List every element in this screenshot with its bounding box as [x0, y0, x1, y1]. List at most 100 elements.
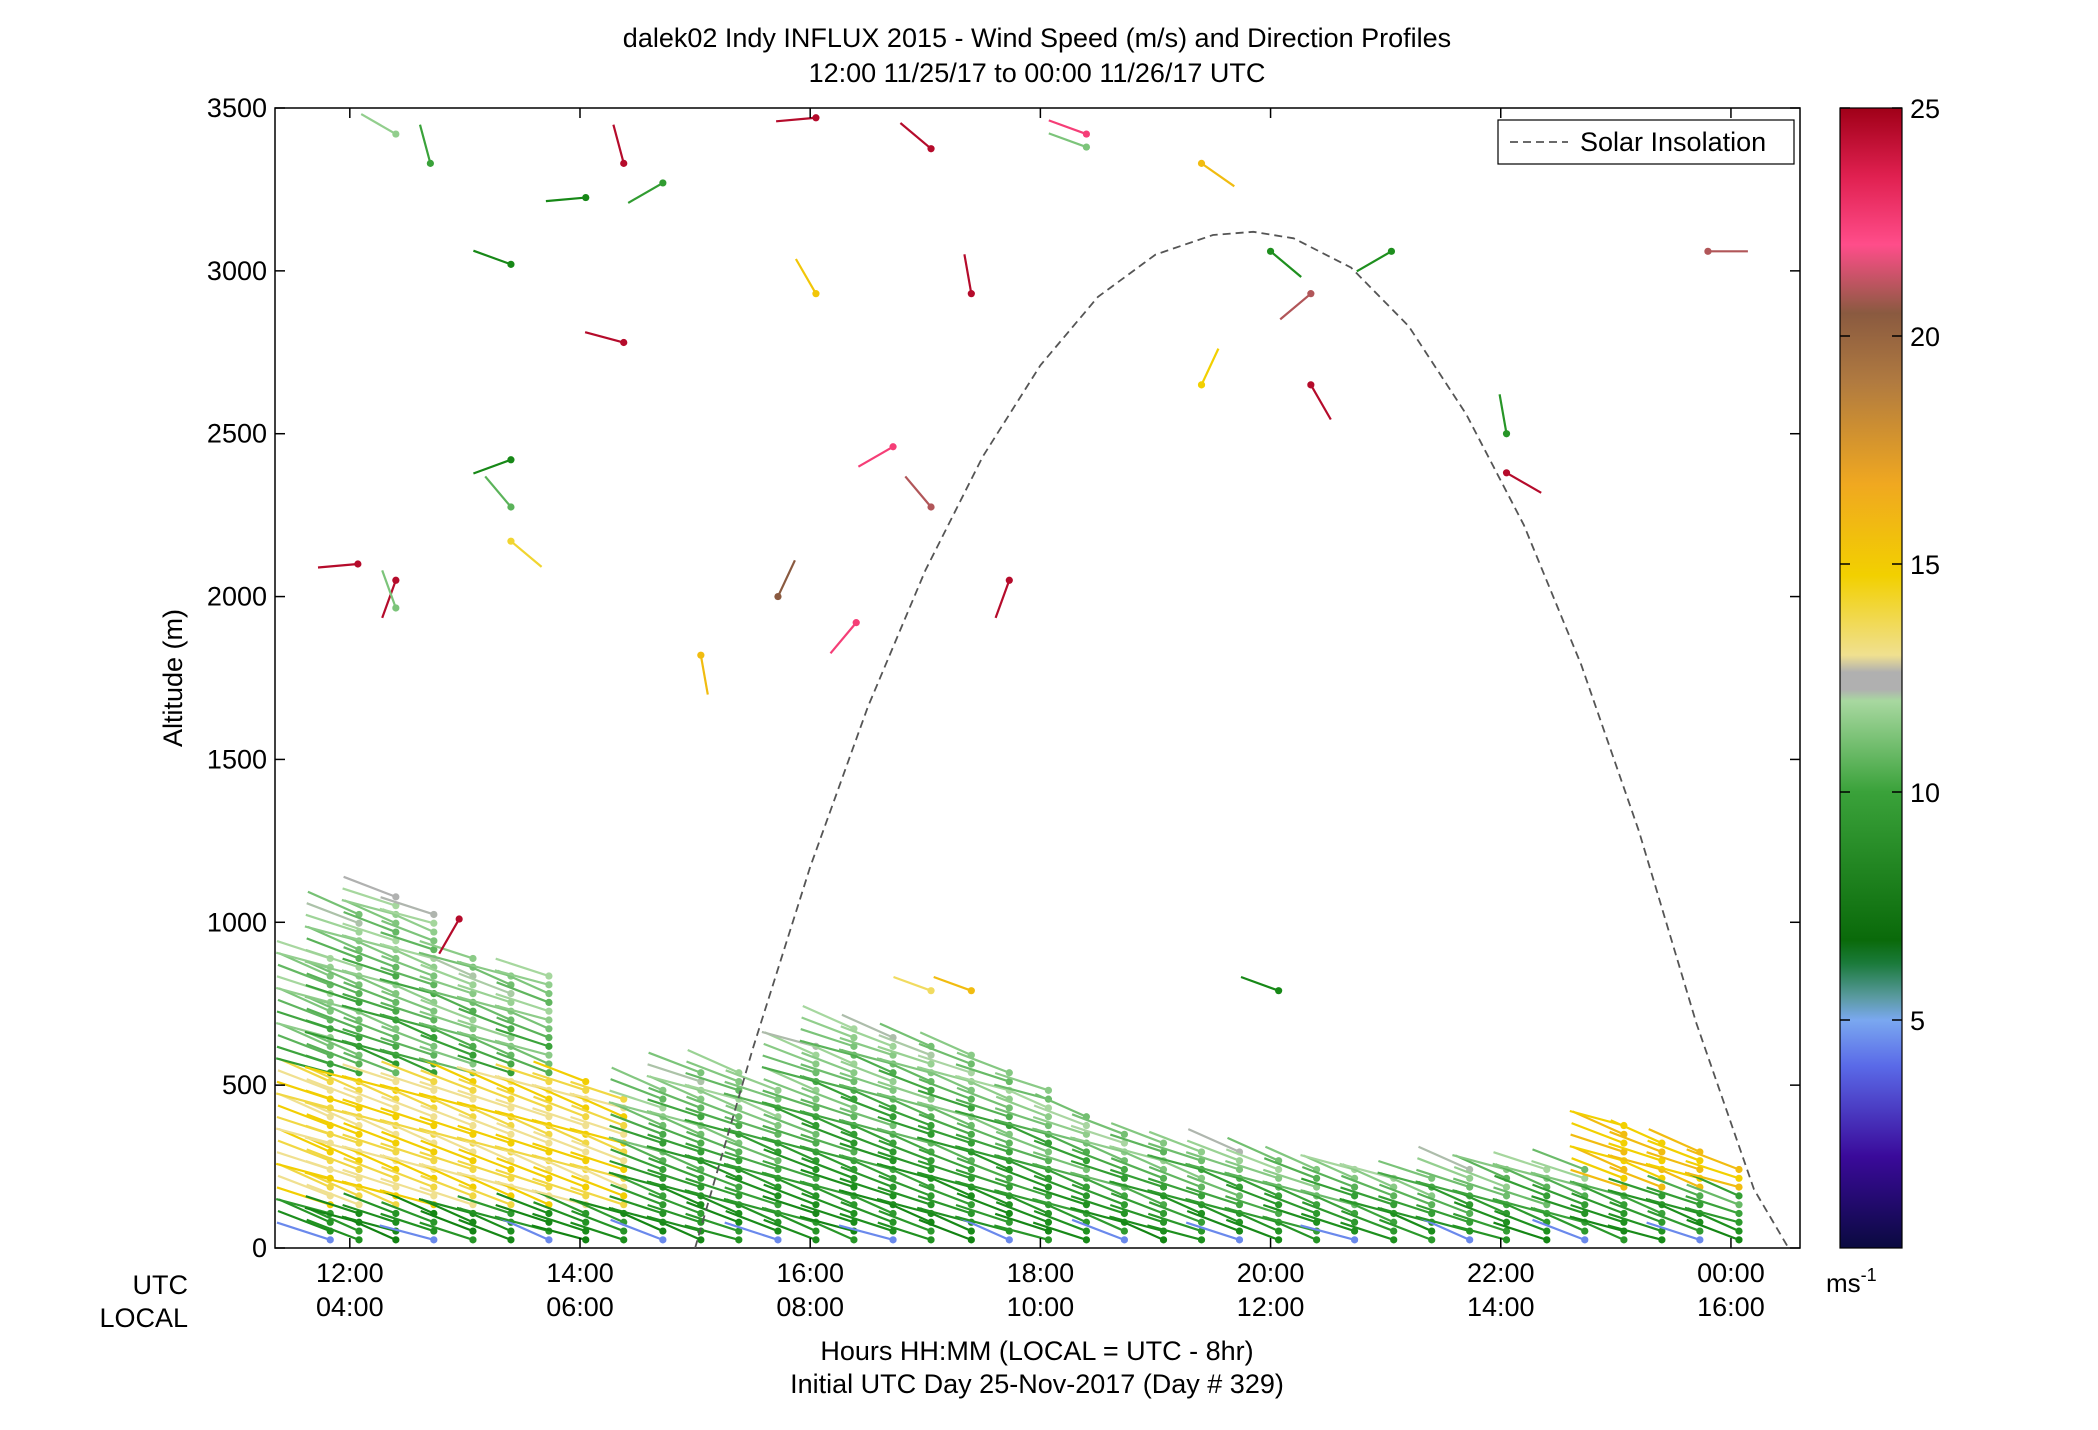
wind-barb-point — [968, 1201, 975, 1208]
wind-barb-shaft — [485, 476, 511, 507]
wind-barb-point — [853, 619, 860, 626]
wind-barb-point — [1543, 1227, 1550, 1234]
wind-barb-point — [1307, 290, 1314, 297]
profile-column — [647, 1053, 705, 1244]
wind-barb-point — [355, 1096, 362, 1103]
wind-barb-point — [1006, 1210, 1013, 1217]
wind-barb-point — [1658, 1183, 1665, 1190]
wind-barb-point — [1428, 1236, 1435, 1243]
colorbar-tick-label: 5 — [1910, 1006, 1925, 1036]
wind-barb-point — [1198, 1148, 1205, 1155]
wind-barb-point — [392, 893, 399, 900]
wind-barb-point — [1083, 1227, 1090, 1234]
legend-label: Solar Insolation — [1580, 127, 1766, 157]
wind-barb-point — [1735, 1175, 1742, 1182]
wind-barb-point — [1313, 1210, 1320, 1217]
wind-barb-point — [774, 1192, 781, 1199]
wind-barb-point — [1121, 1201, 1128, 1208]
wind-barb-point — [427, 160, 434, 167]
wind-barb-point — [1160, 1210, 1167, 1217]
wind-barb-point — [968, 1131, 975, 1138]
wind-barb-point — [1045, 1148, 1052, 1155]
wind-barb-point — [735, 1078, 742, 1085]
wind-barb-point — [507, 1131, 514, 1138]
wind-barb-point — [355, 1227, 362, 1234]
wind-barb-point — [1735, 1166, 1742, 1173]
x-axis-sublabel: Initial UTC Day 25-Nov-2017 (Day # 329) — [790, 1369, 1284, 1399]
colorbar-tick-label: 20 — [1910, 322, 1940, 352]
wind-barb-point — [1083, 130, 1090, 137]
wind-barb-shaft — [382, 580, 396, 618]
wind-barb-point — [1236, 1157, 1243, 1164]
wind-barb-point — [430, 1043, 437, 1050]
wind-barb-point — [1620, 1236, 1627, 1243]
wind-barb-point — [545, 999, 552, 1006]
wind-barb-point — [889, 1113, 896, 1120]
wind-barb-point — [812, 1201, 819, 1208]
wind-barb-shaft — [764, 1044, 816, 1064]
wind-barb-point — [545, 972, 552, 979]
profile-column — [419, 941, 477, 1243]
x-tick-label-local: 10:00 — [1007, 1292, 1075, 1322]
wind-barb-point — [774, 1236, 781, 1243]
profile-column — [1452, 1155, 1510, 1243]
y-tick-label: 2000 — [207, 582, 267, 612]
wind-barb-point — [850, 1140, 857, 1147]
wind-barb-point — [469, 1087, 476, 1094]
wind-barb-point — [430, 1113, 437, 1120]
wind-barb-point — [355, 1025, 362, 1032]
wind-barb-shaft — [905, 476, 931, 507]
wind-barb-point — [545, 1236, 552, 1243]
wind-barb-point — [545, 1008, 552, 1015]
wind-barb-point — [968, 290, 975, 297]
wind-barb-shaft — [1500, 394, 1507, 433]
wind-barb-point — [1160, 1140, 1167, 1147]
y-tick-label: 3000 — [207, 256, 267, 286]
wind-barb-point — [697, 1236, 704, 1243]
colorbar-tick-label: 25 — [1910, 94, 1940, 124]
wind-barb-point — [1388, 248, 1395, 255]
wind-barb-shaft — [307, 903, 359, 923]
profile-column — [1646, 1129, 1704, 1243]
wind-barb-point — [582, 1183, 589, 1190]
x-tick-label-local: 04:00 — [316, 1292, 384, 1322]
wind-barb-point — [1735, 1236, 1742, 1243]
wind-barb-point — [392, 1140, 399, 1147]
wind-barb-point — [1581, 1201, 1588, 1208]
wind-barb-point — [392, 130, 399, 137]
wind-barb-shaft — [1241, 977, 1279, 991]
wind-barb-shaft — [1357, 251, 1392, 271]
wind-barb-shaft — [546, 198, 586, 202]
wind-barb-point — [507, 503, 514, 510]
wind-barb-point — [1198, 1219, 1205, 1226]
wind-barb-point — [697, 1104, 704, 1111]
wind-barb-shaft — [361, 114, 396, 134]
wind-barb-point — [392, 928, 399, 935]
wind-barb-point — [697, 652, 704, 659]
y-tick-label: 2500 — [207, 419, 267, 449]
wind-barb-point — [1390, 1192, 1397, 1199]
wind-barb-point — [1267, 248, 1274, 255]
wind-barb-point — [659, 1096, 666, 1103]
wind-barb-point — [1121, 1166, 1128, 1173]
wind-barb-point — [620, 160, 627, 167]
wind-barb-point — [1083, 143, 1090, 150]
wind-barb-point — [392, 1034, 399, 1041]
wind-barb-point — [850, 1034, 857, 1041]
wind-barb-point — [1658, 1148, 1665, 1155]
wind-barb-point — [1045, 1183, 1052, 1190]
wind-barb-point — [1045, 1087, 1052, 1094]
wind-barb-point — [927, 1236, 934, 1243]
wind-barb-point — [1313, 1175, 1320, 1182]
plot-frame — [275, 108, 1800, 1248]
wind-barb-point — [620, 1122, 627, 1129]
wind-barb-shaft — [831, 623, 857, 654]
wind-barb-point — [1121, 1227, 1128, 1234]
wind-barb-point — [659, 1166, 666, 1173]
x-tick-label-utc: 20:00 — [1237, 1258, 1305, 1288]
wind-barb-point — [1658, 1219, 1665, 1226]
wind-barb-point — [430, 1236, 437, 1243]
wind-barb-point — [927, 503, 934, 510]
